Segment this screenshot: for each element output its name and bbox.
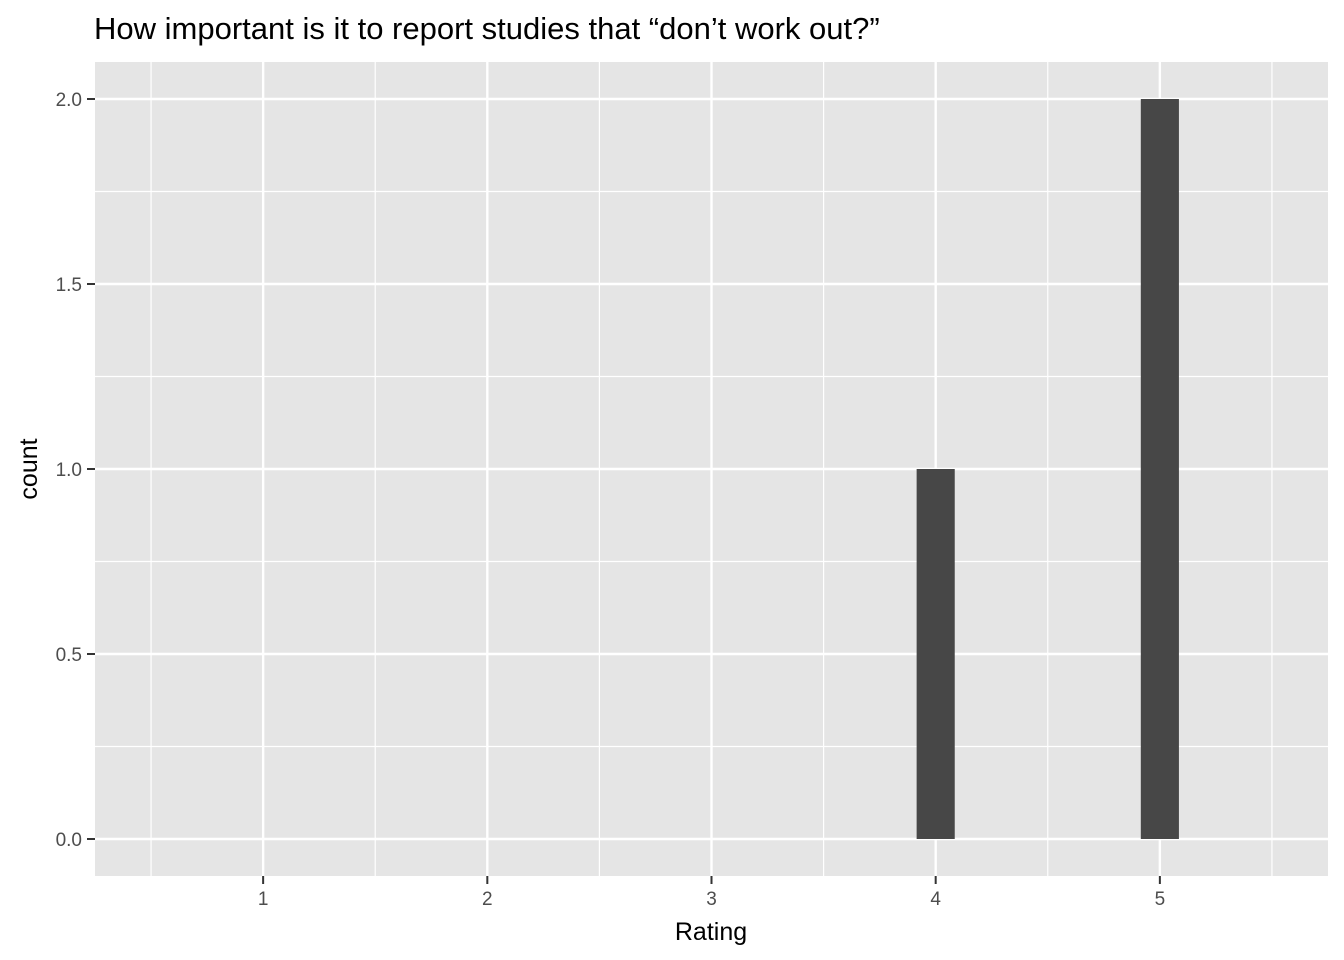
x-tick-label: 3: [706, 889, 717, 910]
chart-title: How important is it to report studies th…: [94, 11, 880, 46]
y-axis: 0.0 0.5 1.0 1.5 2.0: [56, 90, 95, 851]
x-tick-label: 4: [930, 889, 941, 910]
x-axis-title: Rating: [675, 918, 747, 946]
y-tick-label: 0.0: [56, 830, 82, 851]
x-tick-label: 1: [258, 889, 269, 910]
x-axis: 1 2 3 4 5: [258, 876, 1165, 910]
y-tick-label: 2.0: [56, 90, 82, 111]
bar-rating-4: [916, 469, 955, 839]
y-axis-title: count: [15, 438, 43, 499]
y-tick-label: 0.5: [56, 645, 82, 666]
y-tick-label: 1.5: [56, 275, 82, 296]
bar-rating-5: [1140, 99, 1179, 839]
y-tick-label: 1.0: [56, 460, 82, 481]
x-tick-label: 2: [482, 889, 493, 910]
x-tick-label: 5: [1155, 889, 1166, 910]
bars: [916, 99, 1179, 839]
